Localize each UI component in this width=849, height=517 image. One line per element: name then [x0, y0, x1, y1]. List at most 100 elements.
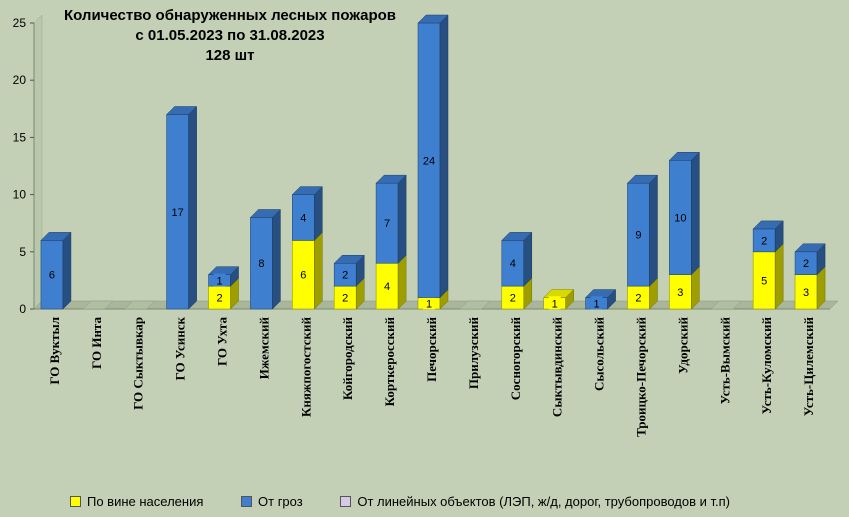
- data-label-bg: [45, 267, 58, 281]
- category-label: Усть-Куломский: [759, 316, 774, 414]
- bar-top: [626, 174, 659, 184]
- data-label: 8: [258, 258, 264, 270]
- category-label: ГО Вуктыл: [47, 317, 62, 385]
- bar-side: [314, 231, 323, 310]
- bar-side: [439, 14, 449, 299]
- category-label: Усть-Цилемский: [801, 316, 816, 416]
- data-label: 2: [761, 235, 767, 247]
- bar-zero: [82, 300, 114, 310]
- bar-side: [397, 254, 407, 310]
- bar-top: [40, 232, 72, 241]
- y-tick-label: 10: [13, 188, 27, 202]
- data-label-bg: [800, 256, 813, 270]
- category-label: Корткеросский: [382, 316, 397, 406]
- legend: По вине населения От гроз От линейных об…: [70, 494, 764, 510]
- bar-zero: [459, 300, 491, 310]
- bar-side: [314, 185, 323, 241]
- bar-side: [691, 151, 700, 276]
- data-label: 2: [635, 293, 641, 305]
- data-label: 6: [300, 270, 306, 282]
- data-label-bg: [590, 296, 603, 310]
- category-label: Троицко-Печорский: [633, 317, 648, 437]
- data-label-bg: [297, 267, 310, 281]
- data-label-bg: [381, 279, 394, 293]
- data-label: 4: [300, 212, 306, 224]
- y-tick-label: 0: [19, 302, 26, 316]
- category-label: ГО Ухта: [215, 317, 230, 367]
- legend-label-linear-objects: От линейных объектов (ЛЭП, ж/д, дорог, т…: [357, 494, 730, 509]
- data-label-bg: [506, 290, 519, 304]
- category-label: Койгородский: [340, 317, 355, 401]
- category-label: Прилузский: [466, 316, 481, 389]
- data-label: 24: [423, 155, 435, 167]
- legend-item-thunderstorm: От гроз: [241, 494, 303, 509]
- bar-zero: [710, 300, 742, 310]
- category-label: Сыктывдинский: [550, 316, 565, 417]
- data-label-bg: [171, 204, 184, 218]
- data-label: 1: [552, 298, 558, 310]
- data-label-bg: [632, 227, 645, 241]
- data-label: 5: [761, 275, 767, 287]
- data-label-bg: [674, 284, 687, 298]
- bar-top: [249, 209, 282, 218]
- legend-swatch-thunderstorm: [241, 496, 253, 507]
- category-label: Удорский: [675, 316, 690, 373]
- legend-swatch-linear-objects: [340, 496, 352, 507]
- data-label: 6: [49, 270, 55, 282]
- chart-title-line-1: Количество обнаруженных лесных пожаров: [63, 7, 397, 24]
- bar-top: [668, 152, 700, 161]
- data-label: 4: [384, 281, 390, 293]
- data-label-bg: [800, 284, 813, 298]
- data-label: 3: [677, 287, 683, 299]
- bar-side: [272, 208, 281, 310]
- bar-side: [523, 231, 533, 287]
- data-label-bg: [632, 290, 645, 304]
- legend-item-linear-objects: От линейных объектов (ЛЭП, ж/д, дорог, т…: [340, 494, 730, 509]
- bar-top: [291, 186, 323, 195]
- data-label-bg: [758, 273, 771, 287]
- bar-top: [333, 254, 365, 264]
- chart-title-line-2: с 01.05.2023 по 31.08.2023: [135, 27, 325, 44]
- data-label-bg: [213, 290, 226, 304]
- category-label: Усть-Вымский: [717, 316, 732, 404]
- bar-zero: [124, 300, 156, 310]
- bar-top: [501, 232, 533, 241]
- legend-item-population: По вине населения: [70, 494, 203, 509]
- data-label-bg: [339, 267, 352, 281]
- bar-top: [166, 106, 198, 115]
- data-label: 1: [426, 298, 432, 310]
- bar-top: [417, 14, 449, 24]
- bar-top: [375, 174, 407, 184]
- bar-side: [774, 243, 784, 310]
- data-label: 2: [510, 293, 516, 305]
- legend-swatch-population: [70, 496, 81, 507]
- legend-label-thunderstorm: От гроз: [258, 494, 303, 509]
- data-label: 2: [342, 293, 348, 305]
- chart-title-line-3: 128 шт: [205, 47, 255, 64]
- category-label: Ижемский: [256, 316, 271, 379]
- data-label-bg: [297, 210, 310, 224]
- data-label-bg: [213, 273, 226, 287]
- data-label: 1: [216, 275, 222, 287]
- data-label-bg: [674, 210, 687, 224]
- data-label: 4: [510, 258, 516, 270]
- category-label: Сосногорский: [508, 316, 523, 400]
- data-label: 9: [635, 230, 641, 242]
- category-label: ГО Усинск: [173, 317, 188, 381]
- category-label: Печорский: [424, 317, 439, 382]
- data-label: 7: [384, 218, 390, 230]
- data-label-bg: [423, 153, 435, 167]
- y-tick-label: 20: [13, 73, 27, 87]
- category-label: ГО Инта: [89, 317, 104, 369]
- data-label-bg: [381, 216, 394, 230]
- bar-side: [188, 105, 197, 310]
- category-label: Сысольский: [592, 316, 607, 391]
- data-label: 2: [216, 293, 222, 305]
- category-label: Княжпогостский: [298, 317, 313, 418]
- bar-side: [649, 174, 658, 287]
- y-tick-label: 5: [19, 245, 26, 259]
- data-label-bg: [423, 296, 435, 310]
- y-tick-label: 25: [13, 16, 27, 30]
- data-label-bg: [255, 256, 268, 270]
